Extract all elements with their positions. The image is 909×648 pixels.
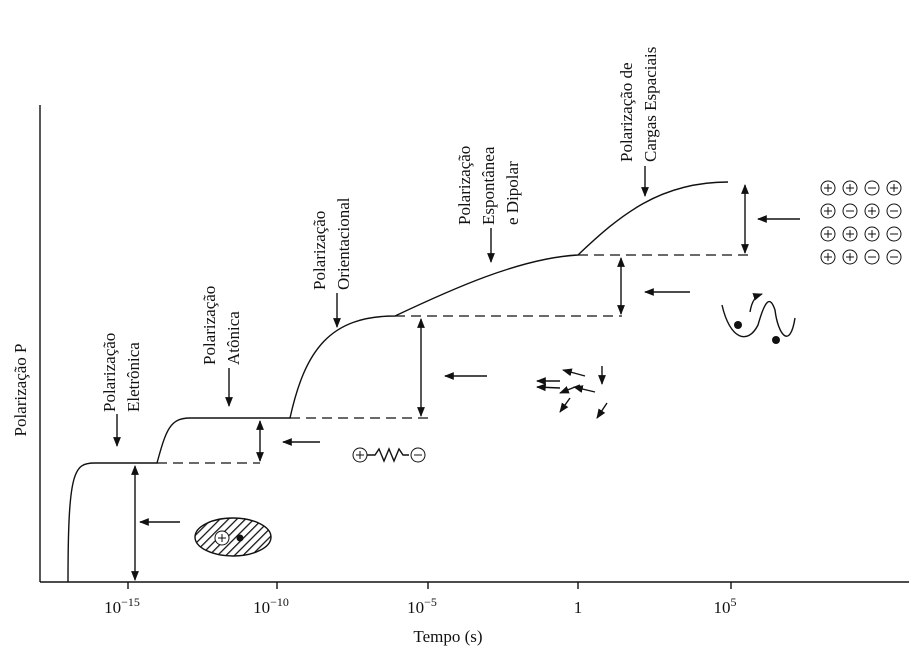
tick-exponent: −5 (424, 595, 437, 609)
mechanism-label: Cargas Espaciais (641, 47, 660, 162)
mechanism-label: Polarização (455, 146, 474, 225)
x-tick-label: 10−15 (104, 595, 140, 617)
tick-base: 10 (104, 598, 121, 617)
mechanism-label: Polarização (100, 333, 119, 412)
icons (195, 181, 901, 556)
tick-exponent: −10 (270, 595, 289, 609)
mechanism-label: e Dipolar (503, 161, 522, 225)
axes (40, 105, 909, 589)
tick-base: 10 (714, 598, 731, 617)
tick-base: 1 (574, 598, 583, 617)
x-tick-label: 10−10 (253, 595, 289, 617)
mechanism-label: Polarização (200, 286, 219, 365)
x-tick-label: 105 (714, 595, 737, 617)
tick-base: 10 (253, 598, 270, 617)
mechanism-label: Orientacional (334, 197, 353, 290)
mechanism-label: Espontânea (479, 146, 498, 225)
tick-exponent: 5 (731, 595, 737, 609)
tick-exponent: −15 (121, 595, 140, 609)
y-axis-label: Polarização P (11, 344, 30, 437)
tick-base: 10 (407, 598, 424, 617)
diagram: Polarização P Tempo (s) Polarização Eletr… (0, 0, 909, 648)
x-axis-label: Tempo (s) (413, 627, 482, 646)
mechanism-label: Polarização de (617, 62, 636, 162)
x-tick-label: 10−5 (407, 595, 437, 617)
mechanism-label: Eletrônica (124, 342, 143, 412)
mechanism-label: Polarização (310, 211, 329, 290)
x-tick-label: 1 (574, 598, 583, 617)
mechanism-label: Atônica (224, 311, 243, 365)
